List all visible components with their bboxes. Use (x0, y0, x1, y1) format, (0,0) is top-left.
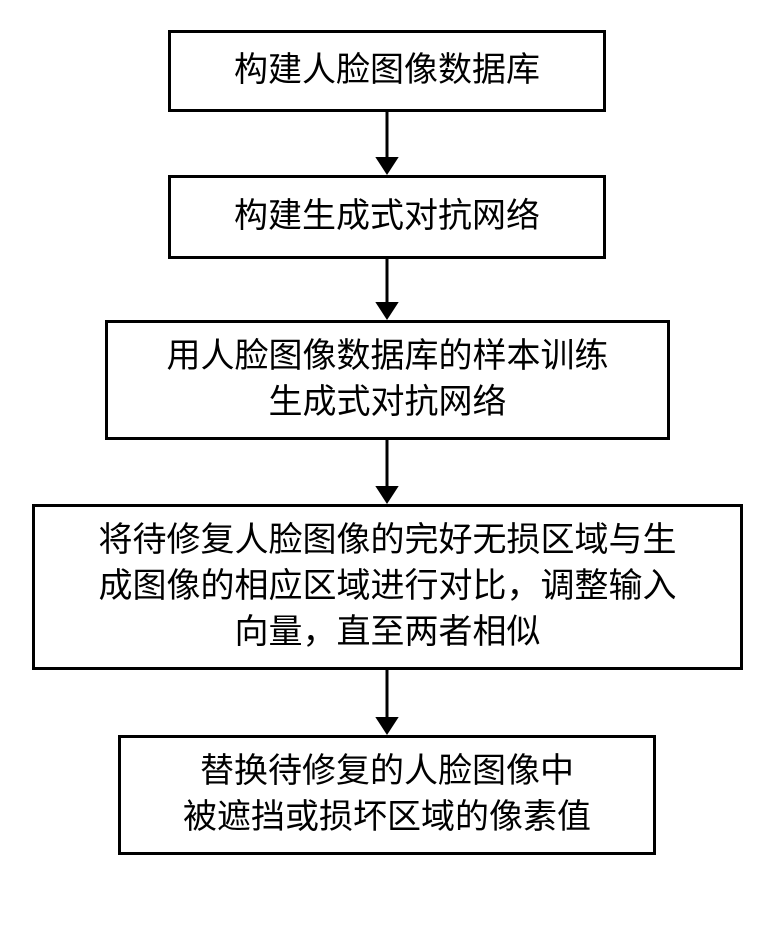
flowchart-node-label: 用人脸图像数据库的样本训练生成式对抗网络 (120, 334, 655, 426)
flowchart-arrow (367, 259, 407, 320)
flowchart-canvas: 构建人脸图像数据库构建生成式对抗网络用人脸图像数据库的样本训练生成式对抗网络将待… (0, 0, 775, 926)
flowchart-node-n2: 构建生成式对抗网络 (168, 175, 606, 259)
flowchart-node-label: 替换待修复的人脸图像中被遮挡或损坏区域的像素值 (133, 749, 641, 841)
flowchart-node-n4: 将待修复人脸图像的完好无损区域与生成图像的相应区域进行对比，调整输入向量，直至两… (32, 504, 743, 670)
flowchart-arrow (367, 112, 407, 175)
flowchart-node-label: 构建生成式对抗网络 (183, 194, 591, 240)
flowchart-node-n5: 替换待修复的人脸图像中被遮挡或损坏区域的像素值 (118, 735, 656, 855)
flowchart-node-n1: 构建人脸图像数据库 (168, 30, 606, 112)
flowchart-arrow (367, 670, 407, 735)
flowchart-node-label: 构建人脸图像数据库 (183, 48, 591, 94)
flowchart-node-label: 将待修复人脸图像的完好无损区域与生成图像的相应区域进行对比，调整输入向量，直至两… (47, 518, 728, 656)
flowchart-node-n3: 用人脸图像数据库的样本训练生成式对抗网络 (105, 320, 670, 440)
flowchart-arrow (367, 440, 407, 504)
